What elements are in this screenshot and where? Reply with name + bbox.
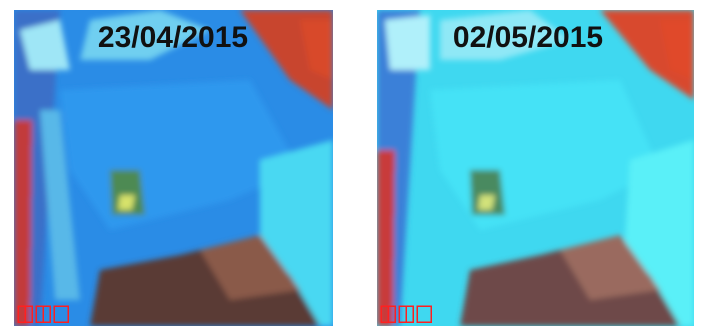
satellite-image [377,10,694,326]
date-label: 02/05/2015 [453,21,603,54]
date-label: 23/04/2015 [98,21,248,54]
image-pair: 23/04/2015 02/05/2015 [0,0,702,333]
satellite-image [14,10,333,326]
page: 23/04/2015 02/05/2015 (() => { const dat… [0,0,702,333]
